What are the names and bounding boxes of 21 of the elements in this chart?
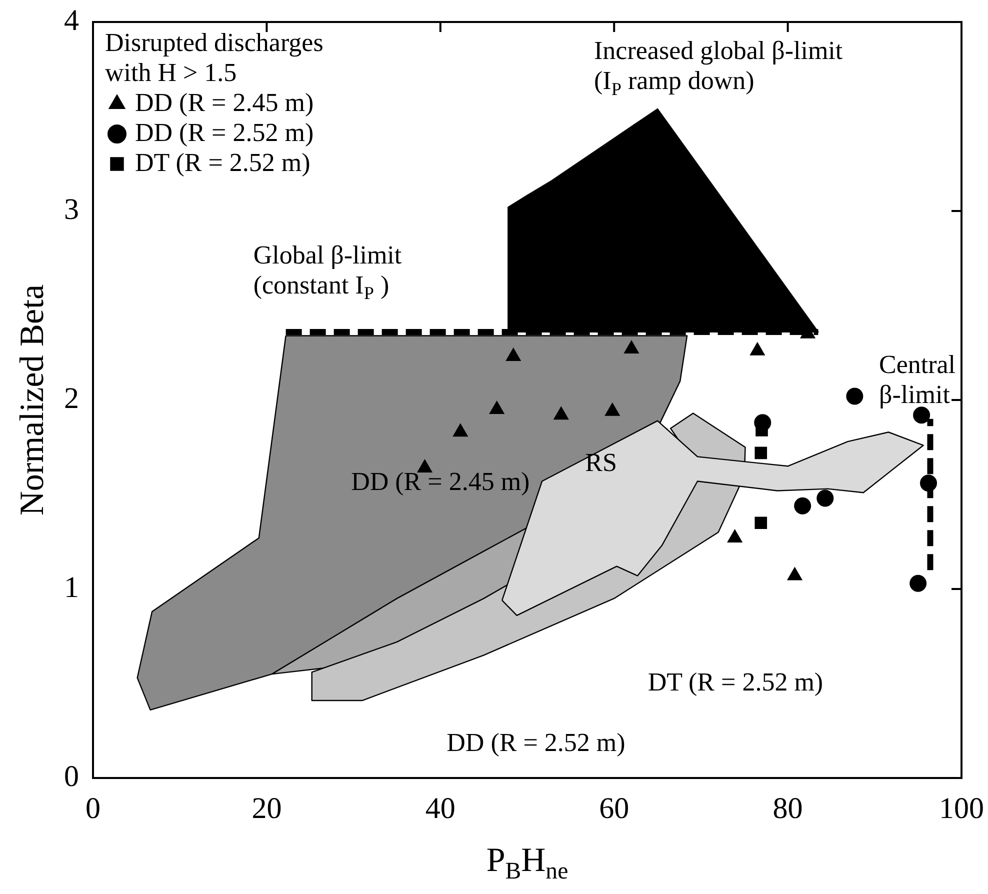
annotation: RS — [585, 448, 617, 478]
y-axis-title: Normalized Beta — [14, 284, 51, 516]
x-tick-label: 80 — [772, 792, 803, 825]
x-tick-label: 100 — [939, 792, 984, 825]
y-tick-label: 1 — [64, 570, 79, 604]
legend-label: DT (R = 2.52 m) — [135, 148, 310, 177]
legend-label: DD (R = 2.45 m) — [135, 88, 314, 117]
annotation: Central β-limit — [878, 350, 956, 409]
x-tick-label: 20 — [252, 792, 282, 825]
legend-title: Disrupted discharges with H > 1.5 — [105, 28, 324, 87]
y-tick-label: 3 — [64, 192, 79, 226]
y-tick-label: 2 — [64, 382, 79, 415]
x-tick-label: 40 — [425, 792, 456, 825]
legend-label: DD (R = 2.52 m) — [135, 118, 314, 147]
annotation: DD (R = 2.45 m) — [351, 466, 530, 496]
y-tick-label: 0 — [64, 760, 79, 793]
annotation: DT (R = 2.52 m) — [648, 667, 824, 696]
y-tick-label: 4 — [64, 4, 79, 37]
x-tick-label: 0 — [86, 792, 100, 825]
x-tick-label: 60 — [599, 792, 630, 825]
annotation: DD (R = 2.52 m) — [446, 728, 626, 757]
